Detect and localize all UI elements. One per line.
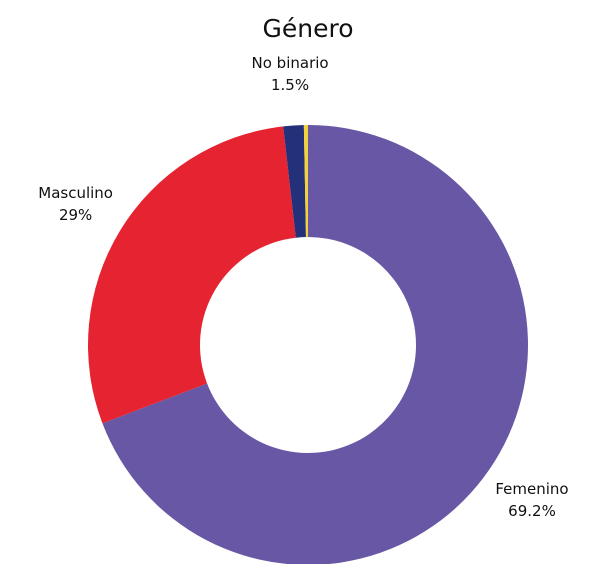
slice-value-label: 69.2%	[508, 502, 556, 520]
donut-slice	[283, 125, 306, 238]
donut-slice	[303, 125, 308, 238]
slice-label: No binario	[252, 54, 329, 72]
slice-label: Femenino	[495, 480, 568, 498]
slice-label: Masculino	[38, 184, 113, 202]
donut-slice	[102, 125, 528, 564]
slice-value-label: 29%	[59, 206, 92, 224]
slice-value-label: 1.5%	[271, 76, 309, 94]
chart-title: Género	[262, 14, 353, 43]
donut-slice	[87, 126, 296, 424]
